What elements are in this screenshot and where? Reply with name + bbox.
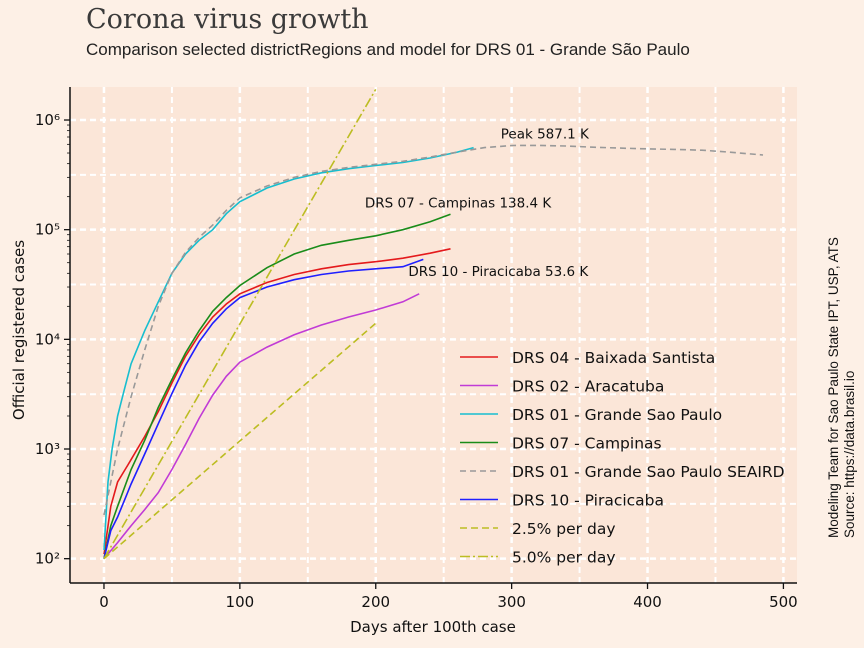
legend-label: DRS 10 - Piracicaba: [512, 492, 664, 510]
series-line-0: [103, 248, 451, 555]
series-line-7: [103, 88, 377, 560]
legend-label: 5.0% per day: [512, 549, 616, 567]
credit-line-2: Source: https://data.brasil.io: [842, 370, 857, 538]
series-line-5: [103, 258, 424, 559]
legend-label: DRS 01 - Grande Sao Paulo: [512, 406, 722, 424]
y-tick-label: 10²: [35, 550, 60, 568]
legend-label: DRS 04 - Baixada Santista: [512, 349, 715, 367]
legend-label: DRS 02 - Aracatuba: [512, 378, 664, 396]
y-tick-label: 10⁴: [35, 330, 60, 348]
chart-subtitle: Comparison selected districtRegions and …: [86, 40, 690, 59]
x-tick-label: 400: [633, 593, 662, 611]
series-line-3: [103, 213, 451, 559]
y-axis-label: Official registered cases: [10, 240, 28, 420]
x-tick-label: 0: [99, 593, 109, 611]
x-tick-label: 500: [769, 593, 798, 611]
x-tick-label: 200: [361, 593, 390, 611]
credit-line-1: Modeling Team for Sao Paulo State IPT, U…: [826, 237, 841, 538]
chart-title: Corona virus growth: [86, 4, 369, 35]
legend-label: 2.5% per day: [512, 520, 616, 538]
series-line-4: [103, 144, 764, 516]
x-tick-label: 300: [497, 593, 526, 611]
y-tick-label: 10⁶: [35, 111, 60, 129]
x-axis-label: Days after 100th case: [350, 618, 516, 636]
annotation-label: DRS 10 - Piracicaba 53.6 K: [408, 264, 589, 280]
series-line-2: [103, 146, 474, 551]
series-layer: [103, 88, 764, 560]
annotation-label: DRS 07 - Campinas 138.4 K: [365, 195, 553, 211]
y-tick-label: 10³: [35, 440, 60, 458]
plot-area: [70, 87, 797, 583]
y-tick-label: 10⁵: [35, 221, 60, 239]
legend: DRS 04 - Baixada Santista DRS 02 - Aracat…: [460, 349, 785, 567]
series-line-6: [103, 322, 377, 560]
series-line-1: [103, 293, 420, 560]
axes: 0 100 200 300 400 500 10² 10³ 10⁴ 10⁵ 10⁶: [35, 87, 798, 611]
grid: [70, 87, 797, 583]
legend-label: DRS 07 - Campinas: [512, 435, 662, 453]
annotation-label: Peak 587.1 K: [501, 126, 590, 142]
x-tick-label: 100: [226, 593, 255, 611]
legend-label: DRS 01 - Grande Sao Paulo SEAIRD: [512, 463, 785, 481]
annotations: Peak 587.1 K DRS 07 - Campinas 138.4 K DRS…: [365, 126, 590, 279]
